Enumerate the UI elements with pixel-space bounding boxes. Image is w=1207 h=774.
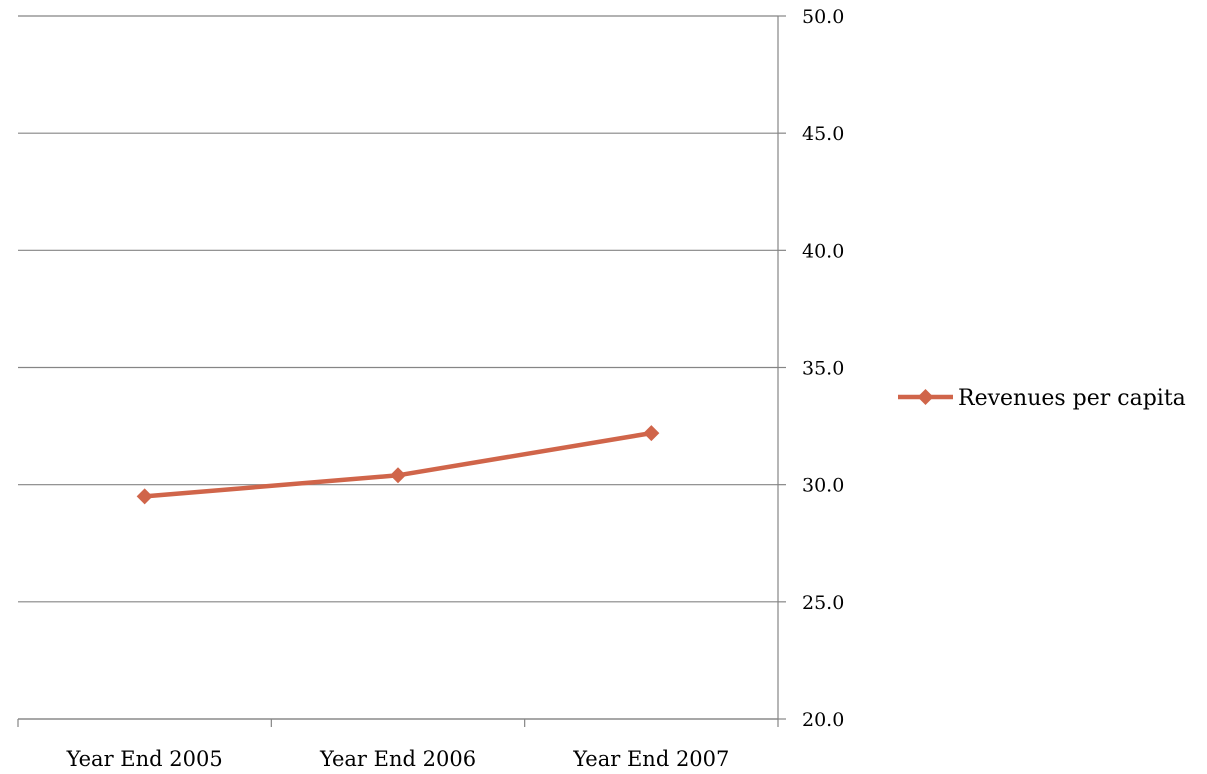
legend-marker — [917, 389, 934, 405]
x-axis-ticks: Year End 2005 Year End 2006 Year End 2007 — [17, 719, 779, 771]
data-point-marker — [643, 425, 660, 442]
legend-label: Revenues per capita — [958, 386, 1186, 411]
y-axis-ticks: 20.0 25.0 30.0 35.0 40.0 45.0 50.0 — [778, 6, 844, 731]
y-tick-label: 35.0 — [802, 358, 844, 380]
gridlines — [18, 15, 778, 720]
y-tick-label: 30.0 — [802, 475, 844, 497]
y-tick-label: 45.0 — [802, 123, 844, 145]
x-tick-label: Year End 2006 — [319, 747, 476, 771]
series-group — [136, 425, 660, 505]
legend: Revenues per capita — [898, 386, 1186, 411]
y-tick-label: 25.0 — [802, 592, 844, 614]
x-tick-label: Year End 2005 — [66, 747, 223, 771]
series-line — [142, 430, 654, 499]
y-tick-label: 20.0 — [802, 709, 844, 731]
data-point-marker — [136, 488, 153, 505]
y-tick-label: 50.0 — [802, 6, 844, 28]
y-tick-label: 40.0 — [802, 240, 844, 262]
data-point-marker — [390, 467, 406, 484]
x-tick-label: Year End 2007 — [572, 747, 729, 771]
